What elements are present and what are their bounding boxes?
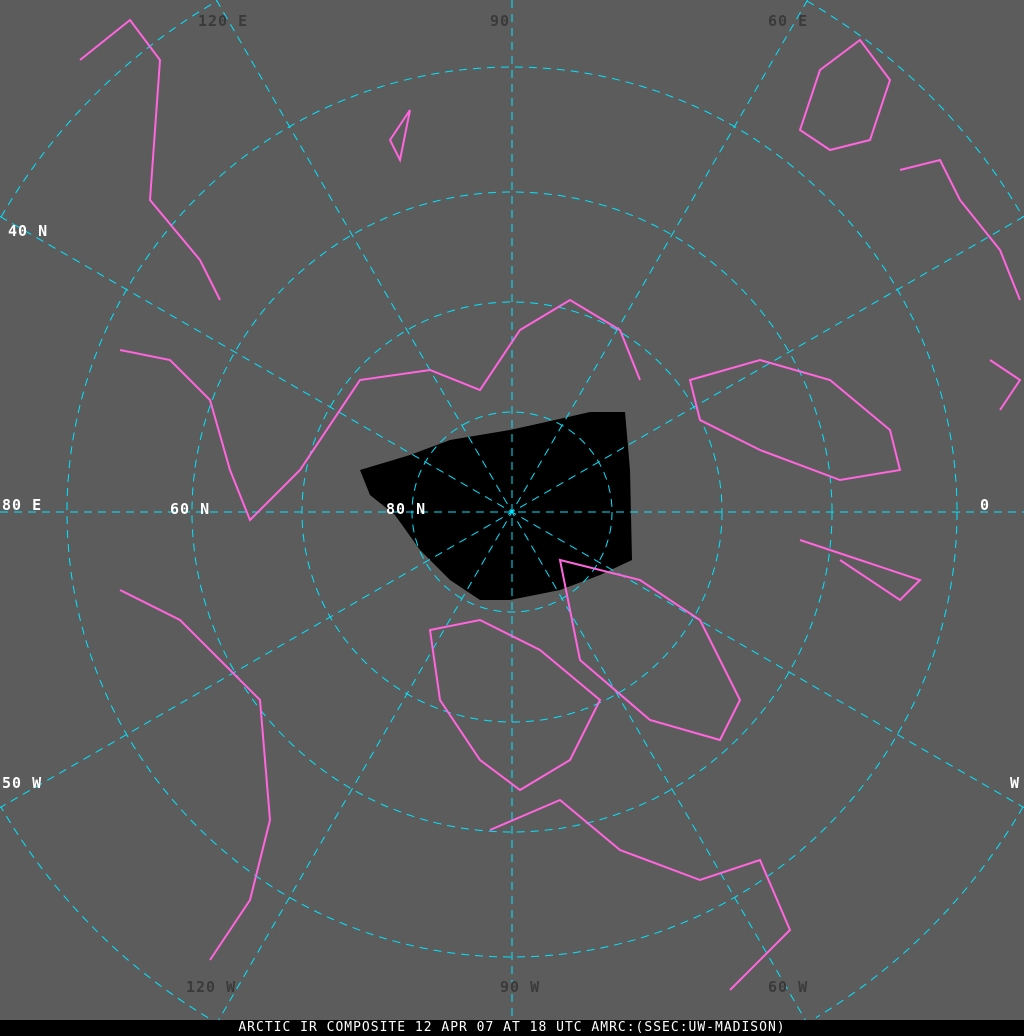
- label-value: 50: [2, 774, 23, 792]
- label-value: 90: [500, 978, 521, 996]
- label-direction: N: [416, 500, 427, 518]
- label-direction: E: [32, 496, 43, 514]
- lon-label-60w: 60 W: [768, 978, 808, 996]
- label-value: 40: [8, 222, 29, 240]
- label-value: 60: [768, 978, 789, 996]
- lon-label-w-right: W: [1010, 774, 1021, 792]
- lat-label-80n: 80 N: [386, 500, 426, 518]
- lon-label-60e: 60 E: [768, 12, 808, 30]
- lon-label-0: 0: [980, 496, 991, 514]
- label-value: 80: [2, 496, 23, 514]
- lon-label-120w: 120 W: [186, 978, 236, 996]
- label-direction: N: [38, 222, 49, 240]
- meridian-line: [215, 0, 806, 1020]
- lon-label-80e: 80 E: [2, 496, 42, 514]
- label-value: 60: [170, 500, 191, 518]
- label-direction: W: [530, 978, 541, 996]
- label-direction: E: [238, 12, 249, 30]
- label-value: 80: [386, 500, 407, 518]
- label-value: 60: [768, 12, 789, 30]
- lon-label-50w: 50 W: [2, 774, 42, 792]
- label-direction: W: [32, 774, 43, 792]
- lon-label-90e: 90: [490, 12, 511, 30]
- no-data-polar-gap: [360, 412, 632, 600]
- label-direction: W: [798, 978, 809, 996]
- lat-label-60n: 60 N: [170, 500, 210, 518]
- label-direction: E: [798, 12, 809, 30]
- meridian-line: [218, 0, 809, 1020]
- meridian-line: [0, 215, 1024, 809]
- label-direction: N: [200, 500, 211, 518]
- label-value: 120: [186, 978, 217, 996]
- label-direction: W: [226, 978, 237, 996]
- lon-label-120e: 120 E: [198, 12, 248, 30]
- label-value: 120: [198, 12, 229, 30]
- lat-label-40n: 40 N: [8, 222, 48, 240]
- lon-label-90w: 90 W: [500, 978, 540, 996]
- image-caption: ARCTIC IR COMPOSITE 12 APR 07 AT 18 UTC …: [0, 1020, 1024, 1036]
- coastlines: [79, 18, 1022, 991]
